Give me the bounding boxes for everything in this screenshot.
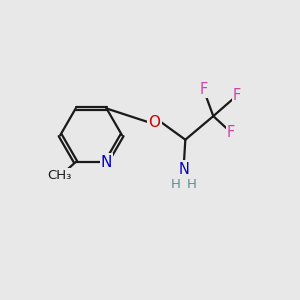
Text: N: N [101,154,112,169]
Text: O: O [148,115,160,130]
Text: CH₃: CH₃ [47,169,72,182]
Text: N: N [178,162,189,177]
Text: H: H [187,178,197,191]
Text: F: F [200,82,208,97]
Text: F: F [227,125,235,140]
Text: F: F [233,88,241,103]
Text: H: H [171,178,181,191]
